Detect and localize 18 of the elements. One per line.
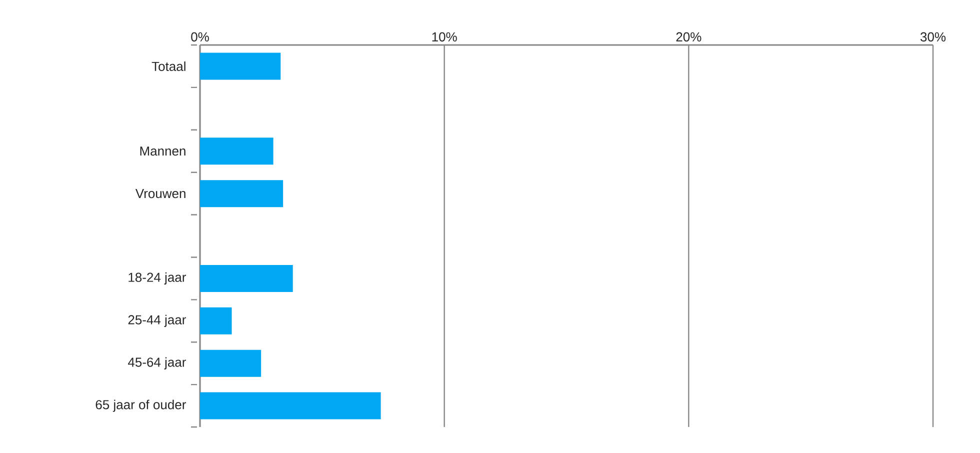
x-tick-label: 20%	[676, 32, 702, 42]
x-tick-label: 30%	[920, 32, 946, 42]
y-tick-label: 45-64 jaar	[128, 357, 186, 370]
bar	[200, 350, 262, 377]
y-tick-label: Vrouwen	[135, 189, 186, 198]
bar	[200, 392, 381, 420]
bar	[200, 307, 232, 334]
bar	[200, 180, 284, 208]
y-tick-label: 65 jaar of ouder	[96, 400, 186, 412]
y-tick-label: 25-44 jaar	[128, 314, 186, 327]
bar	[200, 264, 293, 292]
bar	[200, 52, 281, 80]
x-tick-label: 10%	[432, 32, 457, 42]
x-tick-label: 0%	[191, 32, 209, 42]
bar	[200, 138, 274, 165]
y-tick-label: 18-24 jaar	[128, 272, 186, 285]
y-tick-label: Totaal	[152, 61, 186, 72]
y-tick-label: Mannen	[140, 146, 186, 156]
